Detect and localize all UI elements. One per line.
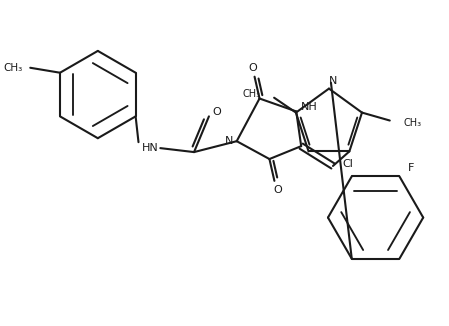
Text: CH₃: CH₃ <box>404 117 422 127</box>
Text: CH₃: CH₃ <box>3 63 22 73</box>
Text: O: O <box>212 107 221 117</box>
Text: N: N <box>224 136 233 146</box>
Text: N: N <box>329 76 337 86</box>
Text: CH₃: CH₃ <box>242 89 260 99</box>
Text: NH: NH <box>301 102 317 112</box>
Text: Cl: Cl <box>343 159 353 170</box>
Text: F: F <box>408 163 414 173</box>
Text: O: O <box>273 185 282 195</box>
Text: O: O <box>248 63 257 73</box>
Text: HN: HN <box>142 143 159 153</box>
